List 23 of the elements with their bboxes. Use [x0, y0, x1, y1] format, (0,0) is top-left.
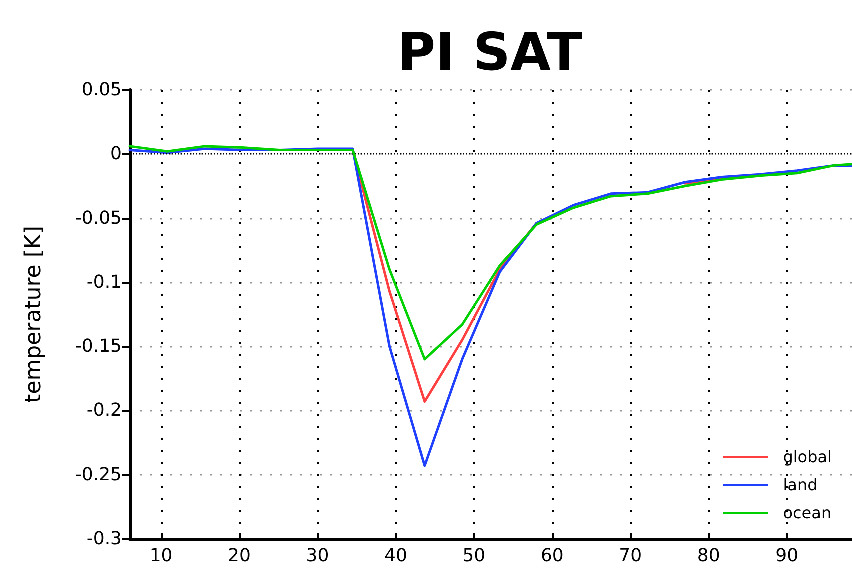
x-tick-label: 20 — [228, 546, 251, 566]
x-tick-label: 40 — [384, 546, 408, 566]
y-tick-label: -0.15 — [75, 336, 122, 358]
y-tick-label: -0.1 — [86, 272, 122, 293]
chart-title: PI SAT — [398, 23, 583, 83]
x-tick-label: 50 — [462, 546, 486, 566]
x-tick-label: 60 — [540, 546, 564, 566]
legend-label: ocean — [783, 504, 832, 522]
line-series — [128, 145, 852, 361]
y-tick-label: 0.05 — [82, 80, 122, 100]
y-tick-label: -0.2 — [86, 400, 122, 422]
x-tick-label: 10 — [150, 546, 173, 566]
x-tick-label: 90 — [776, 546, 799, 566]
y-tick-label: 0 — [110, 144, 122, 165]
legend-label: global — [783, 448, 832, 466]
x-tick-label: 70 — [619, 546, 642, 566]
y-tick-label: -0.05 — [75, 208, 122, 229]
x-tick-label: 80 — [697, 546, 720, 566]
x-tick-label: 30 — [306, 546, 330, 566]
y-tick-label: -0.3 — [86, 528, 122, 550]
y-tick-label: -0.25 — [75, 464, 122, 486]
y-axis-title: temperature [K] — [22, 226, 46, 403]
legend-label: land — [783, 476, 818, 494]
